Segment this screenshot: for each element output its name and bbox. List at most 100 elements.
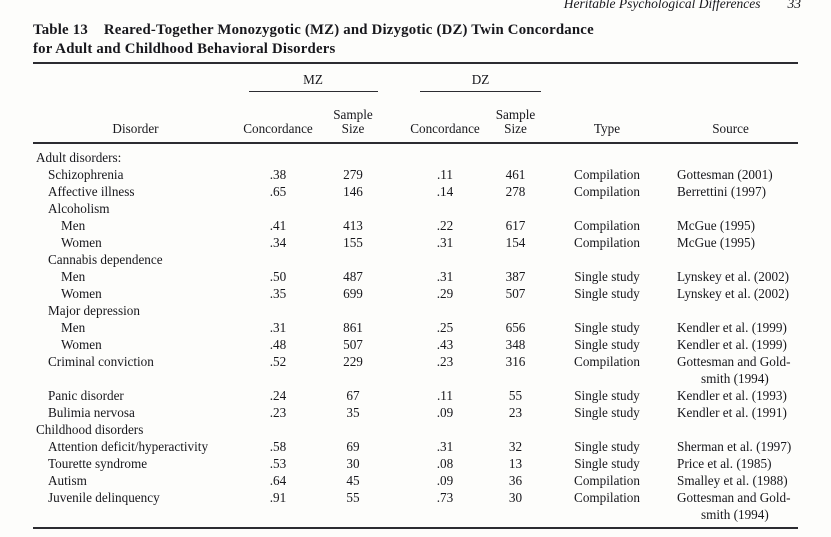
type-cell: Single study: [574, 286, 640, 301]
source-line: Kendler et al. (1999): [677, 320, 787, 335]
type-cell: Compilation: [574, 490, 640, 505]
table-row: Bulimia nervosa .23 35 .09 23 Single study Ken…: [33, 404, 798, 421]
size-word: Size: [341, 121, 365, 136]
group-gap-cell: [388, 404, 410, 421]
mz-concordance-cell: [238, 421, 318, 438]
mz-sample-size-cell: [318, 421, 388, 438]
dz-concordance-cell: .31: [436, 235, 454, 250]
table-row: Women .48 507 .43 348 Single study Kendler et …: [33, 336, 798, 353]
group-gap-cell: [388, 489, 410, 528]
dz-concordance-cell: .73: [436, 490, 454, 505]
type-cell: Single study: [574, 337, 640, 352]
dz-sample-size-cell: 32: [508, 439, 523, 454]
disorder-cell: Attention deficit/hyperactivity: [48, 439, 209, 454]
source-line: Gottesman and Gold-: [677, 490, 791, 505]
dz-concordance-cell: .11: [437, 167, 453, 182]
disorder-cell: Criminal conviction: [48, 354, 154, 369]
table-row: Affective illness .65 146 .14 278 Compilation…: [33, 183, 798, 200]
mz-sample-size-cell: 861: [343, 320, 363, 335]
mz-concordance-cell: .50: [269, 269, 287, 284]
dz-concordance-cell: .09: [436, 405, 454, 420]
source-continuation-line: smith (1994): [701, 371, 769, 386]
source-cell: McGue (1995): [663, 234, 798, 251]
mz-concordance-cell: .53: [269, 456, 287, 471]
dz-sample-size-cell: 461: [505, 167, 526, 182]
mz-concordance-cell: .91: [269, 490, 287, 505]
disorder-cell: Tourette syndrome: [48, 456, 148, 471]
source-line: Berrettini (1997): [677, 184, 766, 199]
table-row: Men .41 413 .22 617 Compilation McGue (1995): [33, 217, 798, 234]
group-gap-cell: [388, 302, 410, 319]
section-row: Adult disorders:: [33, 143, 798, 166]
dz-concordance-cell: .08: [436, 456, 454, 471]
source-line: Gottesman (2001): [677, 167, 773, 182]
table-row: Attention deficit/hyperactivity .58 69 .31 3…: [33, 438, 798, 455]
group-gap-cell: [388, 200, 410, 217]
disorder-cell: Alcoholism: [48, 201, 110, 216]
dz-sample-size-cell: 507: [505, 286, 526, 301]
dz-sample-size-cell: 278: [505, 184, 526, 199]
dz-sample-size-cell: [480, 200, 551, 217]
dz-concordance-cell: .29: [436, 286, 454, 301]
mz-sample-size-cell: 507: [343, 337, 363, 352]
dz-group-label: DZ: [419, 72, 542, 92]
dz-concordance-cell: .11: [437, 388, 453, 403]
dz-concordance-cell: [410, 200, 480, 217]
mz-sample-size-cell: 45: [346, 473, 360, 488]
dz-sample-size-cell: 55: [508, 388, 523, 403]
dz-sample-size-cell: [480, 421, 551, 438]
dz-sample-size-cell: 30: [508, 490, 523, 505]
table-title-text: Reared-Together Monozygotic (MZ) and Diz…: [103, 22, 594, 38]
type-cell: Compilation: [574, 184, 640, 199]
source-cell: [663, 421, 798, 438]
type-cell: Single study: [574, 320, 640, 335]
dz-concordance-cell: [410, 143, 480, 166]
table-row: Women .35 699 .29 507 Single study Lynskey et …: [33, 285, 798, 302]
source-cell: Sherman et al. (1997): [663, 438, 798, 455]
mz-concordance-cell: .41: [269, 218, 287, 233]
mz-sample-size-cell: 30: [346, 456, 360, 471]
disorder-cell: Women: [61, 337, 102, 352]
mz-group-header: MZ: [238, 63, 388, 92]
source-line: Kendler et al. (1999): [677, 337, 787, 352]
dz-sample-size-cell: 617: [505, 218, 526, 233]
source-cell: Kendler et al. (1999): [663, 319, 798, 336]
source-cell: Smalley et al. (1988): [663, 472, 798, 489]
dz-concordance-cell: .31: [436, 269, 454, 284]
mz-sample-size-cell: 699: [343, 286, 363, 301]
source-cell: [663, 251, 798, 268]
mz-concordance-cell: [238, 251, 318, 268]
section-row: Cannabis dependence: [33, 251, 798, 268]
col-header-dz-concordance: Concordance: [410, 121, 480, 136]
disorder-cell: Bulimia nervosa: [48, 405, 135, 420]
dz-sample-size-cell: [480, 302, 551, 319]
mz-concordance-cell: .23: [269, 405, 287, 420]
group-header-spacer-source: [663, 63, 798, 92]
sample-word: Sample: [495, 107, 536, 122]
mz-sample-size-cell: 229: [343, 354, 363, 369]
table-row: Criminal conviction .52 229 .23 316 Compilati…: [33, 353, 798, 387]
group-header-spacer-type: [551, 63, 663, 92]
type-cell: [551, 143, 663, 166]
disorder-cell: Men: [61, 269, 86, 284]
group-gap-cell: [388, 455, 410, 472]
group-gap-cell: [388, 353, 410, 387]
source-line: Kendler et al. (1993): [677, 388, 787, 403]
table-row: Panic disorder .24 67 .11 55 Single study Kend…: [33, 387, 798, 404]
type-cell: Compilation: [574, 354, 640, 369]
source-cell: [663, 200, 798, 217]
mz-sample-size-cell: [318, 143, 388, 166]
dz-sample-size-cell: 316: [505, 354, 526, 369]
dz-concordance-cell: .31: [436, 439, 454, 454]
source-line: McGue (1995): [677, 235, 756, 250]
mz-concordance-cell: .64: [269, 473, 287, 488]
source-cell: Kendler et al. (1999): [663, 336, 798, 353]
dz-sample-size-cell: 23: [508, 405, 523, 420]
mz-concordance-cell: .34: [269, 235, 287, 250]
source-cell: Berrettini (1997): [663, 183, 798, 200]
type-cell: Compilation: [574, 473, 640, 488]
dz-sample-size-cell: [480, 251, 551, 268]
mz-concordance-cell: [238, 302, 318, 319]
source-line: Price et al. (1985): [677, 456, 772, 471]
table-row: Tourette syndrome .53 30 .08 13 Single study P…: [33, 455, 798, 472]
